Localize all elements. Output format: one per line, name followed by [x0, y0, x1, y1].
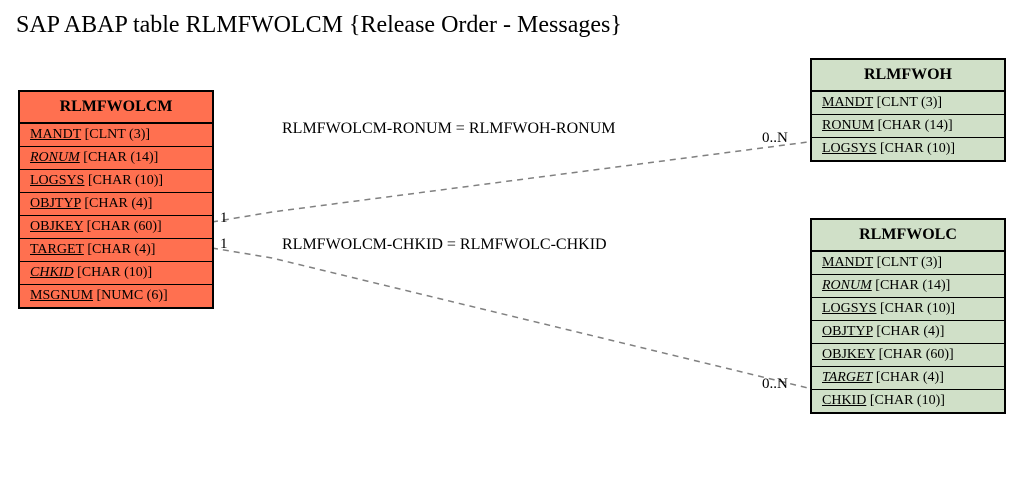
field-row: OBJKEY [CHAR (60)] [20, 216, 212, 239]
field-row: MANDT [CLNT (3)] [20, 124, 212, 147]
field-row: MSGNUM [NUMC (6)] [20, 285, 212, 307]
entity-rlmfwoh: RLMFWOHMANDT [CLNT (3)]RONUM [CHAR (14)]… [810, 58, 1006, 162]
entity-rlmfwolc: RLMFWOLCMANDT [CLNT (3)]RONUM [CHAR (14)… [810, 218, 1006, 414]
field-row: RONUM [CHAR (14)] [812, 115, 1004, 138]
field-row: CHKID [CHAR (10)] [812, 390, 1004, 412]
cardinality-label: 1 [220, 210, 228, 227]
field-row: LOGSYS [CHAR (10)] [812, 138, 1004, 160]
field-row: OBJTYP [CHAR (4)] [20, 193, 212, 216]
field-row: CHKID [CHAR (10)] [20, 262, 212, 285]
field-row: LOGSYS [CHAR (10)] [20, 170, 212, 193]
field-row: MANDT [CLNT (3)] [812, 252, 1004, 275]
entity-header: RLMFWOLC [812, 220, 1004, 252]
entity-header: RLMFWOH [812, 60, 1004, 92]
page-title: SAP ABAP table RLMFWOLCM {Release Order … [16, 12, 622, 39]
cardinality-label: 1 [220, 236, 228, 253]
cardinality-label: 0..N [762, 376, 788, 393]
field-row: MANDT [CLNT (3)] [812, 92, 1004, 115]
relation-label: RLMFWOLCM-CHKID = RLMFWOLC-CHKID [282, 236, 607, 254]
entity-rlmfwolcm: RLMFWOLCMMANDT [CLNT (3)]RONUM [CHAR (14… [18, 90, 214, 309]
relation-label: RLMFWOLCM-RONUM = RLMFWOH-RONUM [282, 120, 615, 138]
field-row: OBJTYP [CHAR (4)] [812, 321, 1004, 344]
field-row: RONUM [CHAR (14)] [812, 275, 1004, 298]
field-row: TARGET [CHAR (4)] [812, 367, 1004, 390]
field-row: LOGSYS [CHAR (10)] [812, 298, 1004, 321]
field-row: TARGET [CHAR (4)] [20, 239, 212, 262]
cardinality-label: 0..N [762, 130, 788, 147]
entity-header: RLMFWOLCM [20, 92, 212, 124]
field-row: OBJKEY [CHAR (60)] [812, 344, 1004, 367]
field-row: RONUM [CHAR (14)] [20, 147, 212, 170]
